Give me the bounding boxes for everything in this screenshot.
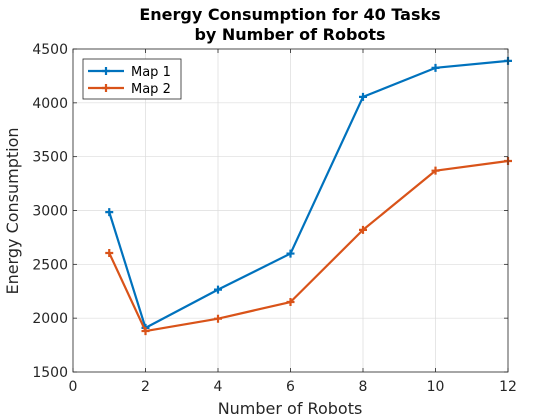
y-tick-label: 3000 — [32, 204, 68, 220]
x-tick-label: 0 — [69, 379, 78, 395]
y-axis-label: Energy Consumption — [3, 127, 22, 294]
x-tick-label: 10 — [427, 379, 445, 395]
chart-title-line-1: Energy Consumption for 40 Tasks — [139, 5, 440, 24]
y-tick-label: 3500 — [32, 150, 68, 166]
y-tick-label: 4000 — [32, 96, 68, 112]
y-tick-label: 4500 — [32, 42, 68, 58]
legend-label: Map 2 — [131, 82, 171, 97]
legend-label: Map 1 — [131, 65, 171, 80]
x-tick-label: 12 — [499, 379, 517, 395]
x-tick-label: 4 — [214, 379, 223, 395]
x-axis-label: Number of Robots — [218, 399, 363, 418]
legend: Map 1 Map 2 — [83, 59, 181, 99]
x-tick-label: 8 — [359, 379, 368, 395]
chart-title-line-2: by Number of Robots — [194, 25, 385, 44]
y-tick-label: 1500 — [32, 365, 68, 381]
y-tick-label: 2000 — [32, 311, 68, 327]
y-tick-label: 2500 — [32, 257, 68, 273]
x-tick-label: 6 — [286, 379, 295, 395]
x-tick-label: 2 — [141, 379, 150, 395]
